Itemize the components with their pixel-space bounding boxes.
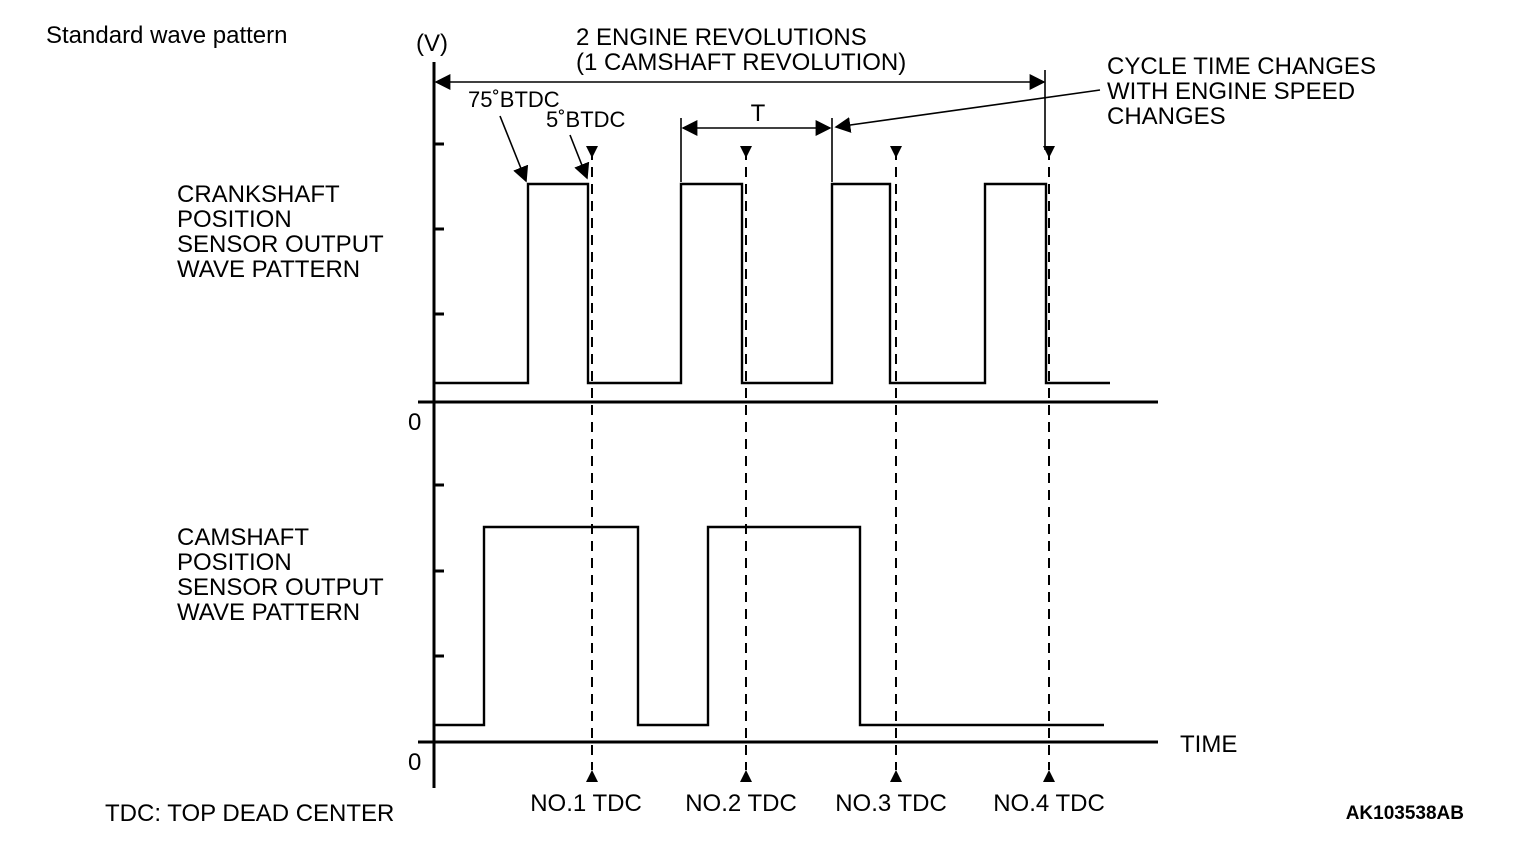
revolutions-label-line1: 2 ENGINE REVOLUTIONS [576, 24, 867, 51]
tdc-label-1: NO.1 TDC [530, 790, 642, 817]
tdc-label-2: NO.2 TDC [685, 790, 797, 817]
camshaft-waveform [434, 525, 1104, 727]
tdc-legend: TDC: TOP DEAD CENTER [105, 800, 394, 827]
btdc5-label: 5˚BTDC [546, 107, 626, 132]
svg-text:WAVE PATTERN: WAVE PATTERN [177, 599, 360, 626]
btdc5-pointer [569, 134, 590, 180]
btdc75-pointer [499, 115, 529, 183]
camshaft-label: CAMSHAFT POSITION SENSOR OUTPUT WAVE PAT… [177, 524, 384, 626]
svg-text:POSITION: POSITION [177, 206, 292, 233]
svg-text:WAVE PATTERN: WAVE PATTERN [177, 256, 360, 283]
cycle-time-pointer [834, 89, 1101, 133]
axis-ticks [434, 142, 444, 658]
zero-label-top: 0 [408, 409, 421, 436]
btdc75-label: 75˚BTDC [468, 87, 560, 112]
revolutions-label-line2: (1 CAMSHAFT REVOLUTION) [576, 49, 906, 76]
diagram-title: Standard wave pattern [46, 22, 288, 49]
crankshaft-waveform [434, 182, 1110, 385]
svg-text:SENSOR OUTPUT: SENSOR OUTPUT [177, 231, 384, 258]
zero-label-bottom: 0 [408, 749, 421, 776]
cycle-time-label-line3: CHANGES [1107, 103, 1226, 130]
cycle-time-label-line2: WITH ENGINE SPEED [1107, 78, 1355, 105]
voltage-unit-label: (V) [416, 30, 448, 57]
tdc-label-3: NO.3 TDC [835, 790, 947, 817]
time-axis-label: TIME [1180, 731, 1237, 758]
tdc-markers [586, 146, 1055, 782]
svg-text:CAMSHAFT: CAMSHAFT [177, 524, 309, 551]
svg-text:POSITION: POSITION [177, 549, 292, 576]
crankshaft-label: CRANKSHAFT POSITION SENSOR OUTPUT WAVE P… [177, 181, 384, 283]
tdc-label-4: NO.4 TDC [993, 790, 1105, 817]
svg-text:CRANKSHAFT: CRANKSHAFT [177, 181, 340, 208]
figure-code: AK103538AB [1346, 803, 1464, 824]
svg-text:SENSOR OUTPUT: SENSOR OUTPUT [177, 574, 384, 601]
period-label: T [751, 100, 766, 127]
cycle-time-label-line1: CYCLE TIME CHANGES [1107, 53, 1376, 80]
